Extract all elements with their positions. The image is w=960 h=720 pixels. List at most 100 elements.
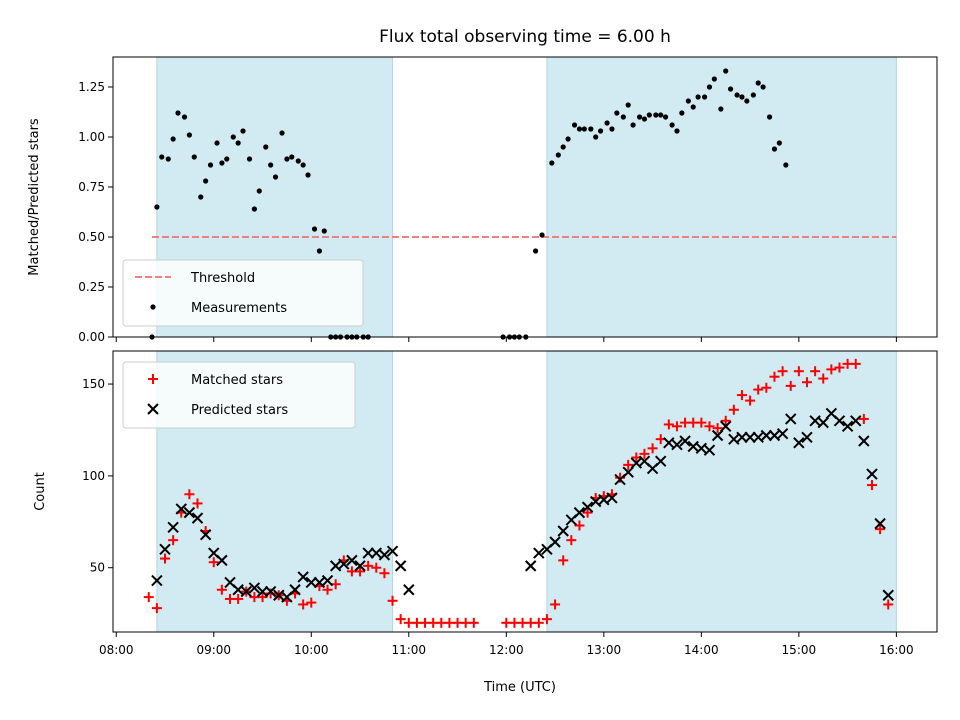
measurement-point bbox=[175, 110, 181, 116]
x-tick-label: 08:00 bbox=[99, 643, 134, 657]
measurement-point bbox=[279, 130, 285, 136]
measurement-point bbox=[750, 92, 756, 98]
matched-star-marker bbox=[866, 480, 877, 491]
matched-star-marker bbox=[233, 593, 244, 604]
measurement-point bbox=[565, 136, 571, 142]
matched-star-marker bbox=[184, 489, 195, 500]
measurement-point bbox=[706, 84, 713, 90]
measurement-point bbox=[636, 114, 643, 120]
predicted-star-marker bbox=[354, 560, 366, 572]
measurement-point bbox=[263, 144, 269, 150]
predicted-star-marker bbox=[362, 547, 374, 559]
predicted-star-marker bbox=[256, 585, 269, 598]
matched-star-marker bbox=[826, 364, 837, 375]
predicted-star-marker bbox=[793, 437, 805, 449]
matched-star-marker bbox=[160, 553, 171, 564]
measurement-point bbox=[641, 116, 648, 122]
matched-star-marker bbox=[793, 366, 804, 377]
matched-star-marker bbox=[623, 459, 634, 470]
measurement-point bbox=[555, 152, 561, 158]
matched-star-marker bbox=[801, 377, 812, 388]
measurement-point bbox=[268, 162, 274, 168]
matched-star-marker bbox=[151, 603, 162, 614]
predicted-star-marker bbox=[167, 521, 179, 534]
legend-predicted-swatch bbox=[147, 403, 159, 415]
predicted-star-marker bbox=[378, 549, 391, 561]
matched-star-marker bbox=[810, 366, 821, 377]
predicted-star-marker bbox=[833, 415, 846, 427]
measurement-point bbox=[295, 158, 301, 164]
measurement-point bbox=[305, 172, 311, 178]
matched-star-marker bbox=[834, 362, 845, 373]
matched-star-marker bbox=[704, 421, 715, 432]
matched-star-marker bbox=[777, 366, 788, 377]
measurement-point bbox=[576, 126, 583, 132]
measurement-point bbox=[723, 68, 729, 74]
measurement-point bbox=[679, 110, 685, 116]
legend-label: Threshold bbox=[190, 271, 255, 286]
matched-star-marker bbox=[395, 614, 406, 625]
y-tick-label: 100 bbox=[82, 469, 105, 483]
predicted-star-marker bbox=[866, 468, 878, 480]
matched-star-marker bbox=[850, 358, 861, 369]
predicted-star-marker bbox=[720, 420, 732, 433]
matched-star-marker bbox=[468, 617, 479, 628]
measurement-point bbox=[783, 162, 789, 168]
legend-box bbox=[122, 361, 356, 429]
predicted-star-marker bbox=[524, 560, 537, 572]
measurement-point bbox=[207, 162, 214, 168]
predicted-star-marker bbox=[736, 431, 748, 444]
matched-star-marker bbox=[785, 380, 796, 391]
matched-star-marker bbox=[769, 371, 780, 382]
measurement-point bbox=[755, 80, 761, 86]
predicted-star-marker bbox=[858, 435, 870, 447]
measurement-point bbox=[690, 104, 696, 110]
measurement-point bbox=[760, 84, 766, 90]
matched-star-marker bbox=[858, 413, 869, 424]
predicted-star-marker bbox=[403, 584, 415, 596]
matched-star-marker bbox=[558, 555, 569, 566]
predicted-star-marker bbox=[557, 525, 569, 537]
matched-star-marker bbox=[753, 384, 764, 395]
predicted-star-marker bbox=[338, 558, 350, 570]
y-tick-label: 50 bbox=[90, 561, 105, 575]
predicted-star-marker bbox=[248, 582, 261, 594]
axes-frame bbox=[112, 56, 938, 338]
predicted-star-marker bbox=[817, 416, 829, 429]
shaded-region bbox=[546, 57, 897, 337]
measurement-point bbox=[727, 86, 734, 92]
predicted-star-marker bbox=[655, 455, 667, 467]
measurement-point bbox=[669, 122, 675, 128]
predicted-star-marker bbox=[151, 574, 163, 587]
top-axes: 0.00 0.25 0.50 0.75 1.00 1.25 Matched/Predicte… bbox=[27, 56, 938, 344]
measurement-point bbox=[198, 194, 204, 200]
measurement-point bbox=[625, 102, 631, 108]
measurement-point bbox=[614, 110, 620, 116]
matched-star-marker bbox=[379, 568, 390, 579]
matched-star-marker bbox=[192, 498, 203, 509]
measurement-point bbox=[685, 98, 691, 104]
measurement-point bbox=[588, 126, 594, 132]
measurement-point bbox=[739, 94, 745, 100]
measurement-point bbox=[560, 144, 566, 150]
predicted-star-marker bbox=[240, 585, 252, 598]
x-tick-label: 09:00 bbox=[196, 643, 231, 657]
measurement-point bbox=[711, 76, 717, 82]
measurement-point bbox=[695, 94, 701, 100]
x-tick-label: 11:00 bbox=[391, 643, 426, 657]
matched-star-marker bbox=[216, 584, 227, 595]
matched-star-marker bbox=[818, 373, 829, 384]
axes-frame bbox=[112, 350, 938, 633]
measurement-point bbox=[321, 228, 327, 234]
predicted-star-marker bbox=[533, 547, 545, 559]
matched-star-marker bbox=[647, 443, 658, 454]
measurement-point bbox=[597, 128, 604, 134]
predicted-star-marker bbox=[321, 574, 334, 587]
legend-label: Predicted stars bbox=[191, 403, 288, 418]
predicted-star-marker bbox=[760, 429, 773, 442]
predicted-star-marker bbox=[159, 543, 171, 556]
predicted-star-marker bbox=[874, 517, 886, 530]
predicted-star-marker bbox=[703, 444, 716, 456]
predicted-star-marker bbox=[386, 545, 399, 557]
predicted-star-marker bbox=[711, 429, 724, 442]
